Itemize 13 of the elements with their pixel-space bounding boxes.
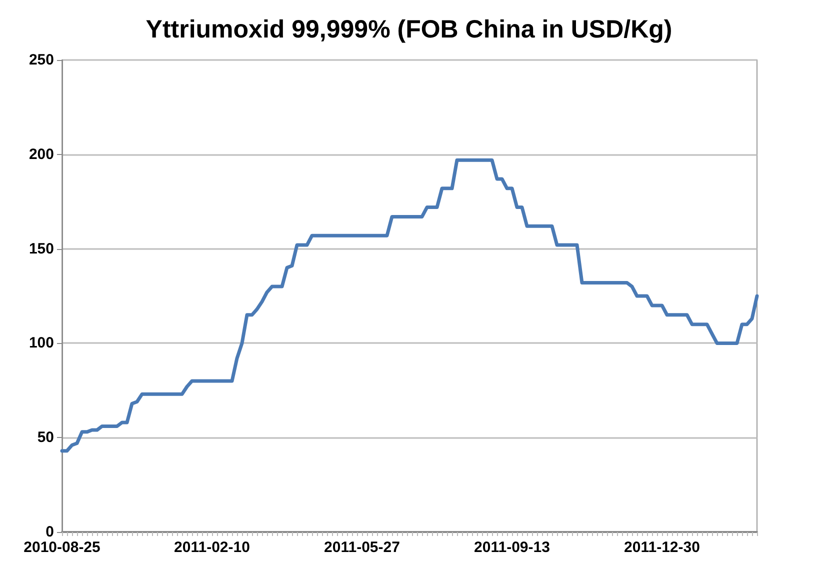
y-tick-label: 150 xyxy=(28,240,54,258)
line-series xyxy=(60,158,759,453)
y-tick-label: 50 xyxy=(37,429,54,446)
chart-title: Yttriumoxid 99,999% (FOB China in USD/Kg) xyxy=(146,16,672,44)
x-tick-label: 2010-08-25 xyxy=(24,539,100,556)
y-tick-label: 100 xyxy=(28,334,54,352)
y-tick-label: 250 xyxy=(28,52,54,68)
x-tick-label: 2011-05-27 xyxy=(324,539,400,556)
y-tick-label: 200 xyxy=(28,146,54,163)
y-tick-label: 0 xyxy=(46,524,54,540)
x-tick-label: 2011-02-10 xyxy=(174,539,250,556)
x-tick-label: 2011-09-13 xyxy=(474,539,550,556)
x-tick-label: 2011-12-30 xyxy=(624,539,700,556)
